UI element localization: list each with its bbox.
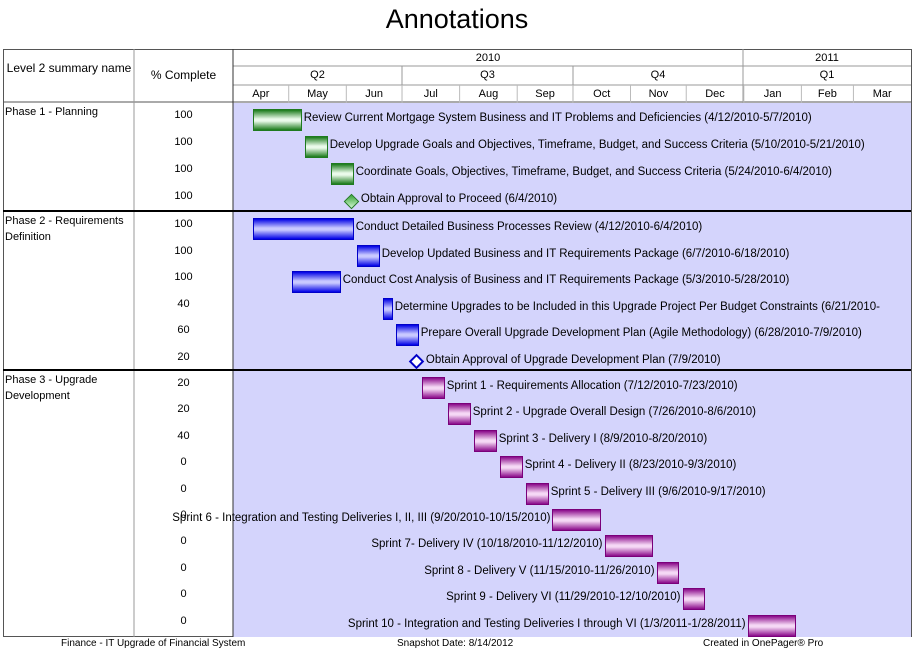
year-label-2011: 2011 [815,52,839,64]
month-label: Mar [872,88,892,100]
month-label: Jun [365,88,384,100]
task-bar[interactable] [474,429,497,452]
task-bar[interactable] [422,377,445,399]
header-name-column: Level 2 summary name [6,61,132,75]
task-label: Sprint 3 - Delivery I (8/9/2010-8/20/201… [498,432,708,445]
percent-complete: 100 [174,136,193,148]
percent-complete: 100 [174,190,193,202]
task-bar[interactable] [253,109,302,131]
month-label: Jul [423,88,438,100]
task-label: Sprint 1 - Requirements Allocation (7/12… [446,380,738,392]
task-bar[interactable] [253,218,354,240]
task-bar[interactable] [305,136,328,158]
chart-title: Annotations [385,4,529,34]
month-label: Oct [593,88,611,100]
task-bar[interactable] [500,456,523,479]
task-label: Conduct Detailed Business Processes Revi… [355,221,703,233]
task-label: Review Current Mortgage System Business … [303,112,812,124]
task-bar[interactable] [448,403,471,426]
task-label: Sprint 2 - Upgrade Overall Design (7/26/… [472,406,756,419]
task-bar[interactable] [357,244,380,267]
percent-complete: 100 [174,163,193,175]
task-bar[interactable] [383,297,393,320]
task-label: Sprint 7- Delivery IV (10/18/2010-11/12/… [371,538,603,551]
quarter-label: Q4 [650,69,666,81]
task-bar[interactable] [331,163,354,185]
quarter-label: Q3 [480,69,495,81]
month-label: Sep [535,88,555,100]
month-label: May [307,88,328,100]
task-label: Sprint 9 - Delivery VI (11/29/2010-12/10… [446,591,681,604]
phase-name: Phase 2 - Requirements Definition [5,215,124,243]
month-label: Nov [648,88,669,100]
percent-complete: 40 [177,297,190,310]
task-label: Develop Updated Business and IT Requirem… [381,247,790,260]
task-label: Sprint 5 - Delivery III (9/6/2010-9/17/2… [550,485,766,498]
footer-snapshot-date: Snapshot Date: 8/14/2012 [397,638,514,649]
percent-complete: 100 [174,271,193,283]
percent-complete: 100 [174,109,193,121]
task-bar[interactable] [396,324,419,346]
percent-complete: 100 [174,218,193,230]
percent-complete: 0 [180,482,187,495]
task-label: Sprint 6 - Integration and Testing Deliv… [172,512,551,524]
percent-complete: 20 [177,403,190,416]
task-label: Obtain Approval to Proceed (6/4/2010) [360,193,558,205]
percent-complete: 0 [180,561,187,574]
phase-name: Phase 3 - Upgrade Development [5,374,98,402]
task-bar[interactable] [656,561,679,584]
month-label: Jan [763,88,782,100]
percent-complete: 20 [177,377,190,389]
percent-complete: 40 [177,429,190,442]
month-label: Apr [252,88,270,100]
task-label: Sprint 8 - Delivery V (11/15/2010-11/26/… [424,564,655,577]
percent-complete: 100 [174,244,193,257]
task-bar[interactable] [292,271,341,293]
footer-project-name: Finance - IT Upgrade of Financial System [61,638,246,649]
month-label: Dec [705,88,725,100]
quarter-label: Q1 [819,69,835,81]
task-label: Prepare Overall Upgrade Development Plan… [420,327,862,339]
footer-created-in: Created in OnePager® Pro [703,638,824,649]
percent-complete: 0 [180,509,187,521]
percent-complete: 0 [180,456,187,469]
month-label: Feb [817,88,837,100]
task-bar[interactable] [552,509,601,531]
percent-complete: 0 [180,614,187,627]
percent-complete: 0 [180,535,187,548]
task-label: Develop Upgrade Goals and Objectives, Ti… [329,139,865,151]
task-label: Coordinate Goals, Objectives, Timeframe,… [355,166,832,178]
task-bar[interactable] [682,588,705,611]
percent-complete: 60 [177,324,190,336]
quarter-label: Q2 [310,69,325,81]
task-bar[interactable] [604,535,653,558]
task-label: Sprint 10 - Integration and Testing Deli… [347,617,746,630]
task-label: Sprint 4 - Delivery II (8/23/2010-9/3/20… [524,459,737,472]
task-bar[interactable] [526,482,549,505]
percent-complete: 20 [177,350,190,363]
month-label: Aug [478,88,499,100]
task-label: Conduct Cost Analysis of Business and IT… [342,274,790,286]
task-bar[interactable] [747,614,796,637]
year-label-2010: 2010 [475,52,501,64]
percent-complete: 0 [180,588,187,601]
header-pct-column: % Complete [150,68,217,82]
phase-name: Phase 1 - Planning [5,106,98,118]
task-label: Obtain Approval of Upgrade Development P… [425,353,721,366]
task-label: Determine Upgrades to be Included in thi… [394,300,880,313]
